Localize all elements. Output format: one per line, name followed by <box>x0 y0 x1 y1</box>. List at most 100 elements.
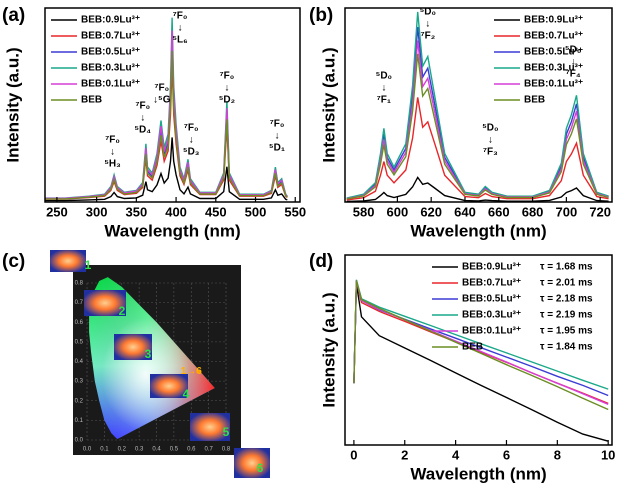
x-axis-title: Wavelength (nm) <box>104 221 240 240</box>
x-tick-label: 0 <box>350 447 357 462</box>
sample-photo <box>50 250 86 272</box>
legend-note: τ = 2.18 ms <box>540 294 593 305</box>
sample-label: 1 <box>85 258 92 272</box>
legend-label: BEB:0.5Lu³⁺ <box>81 47 140 58</box>
x-tick-label: 0.1 <box>100 447 109 453</box>
x-tick-label: 0.7 <box>204 447 213 453</box>
y-tick-label: 0.8 <box>75 281 84 287</box>
annotation: ⁷F₀ <box>135 101 150 112</box>
legend-label: BEB <box>524 95 545 106</box>
y-tick-label: 0.0 <box>75 438 84 444</box>
annotation: ↓ <box>274 131 279 142</box>
x-tick-label: 680 <box>522 204 544 219</box>
y-tick-label: 0.2 <box>75 398 84 404</box>
x-tick-label: 660 <box>488 204 510 219</box>
annotation: ⁵D₀ <box>376 71 392 82</box>
x-tick-label: 400 <box>165 204 187 219</box>
legend-label: BEB:0.5Lu³⁺ <box>524 47 583 58</box>
x-tick-label: 450 <box>205 204 227 219</box>
x-tick-label: 720 <box>589 204 611 219</box>
x-tick-label: 580 <box>353 204 375 219</box>
annotation: ⁵D₃ <box>183 147 200 158</box>
legend-label: BEB:0.9Lu³⁺ <box>462 262 521 273</box>
sample-photo <box>190 413 230 441</box>
legend-label: BEB:0.7Lu³⁺ <box>81 31 140 42</box>
series-line <box>346 40 609 200</box>
series-line <box>45 137 288 202</box>
x-tick-label: 500 <box>245 204 267 219</box>
legend-label: BEB:0.3Lu³⁺ <box>81 63 140 74</box>
series-line <box>346 97 609 201</box>
x-tick-label: 8 <box>554 447 561 462</box>
sample-label: 3 <box>145 347 152 361</box>
annotation: ⁷F₂ <box>420 31 435 42</box>
x-tick-label: 250 <box>46 204 68 219</box>
series-line <box>346 11 609 199</box>
legend-label: BEB <box>462 342 483 353</box>
y-axis-title: Intensity (a.u.) <box>319 292 338 407</box>
cie-point <box>196 369 201 374</box>
x-tick-label: 0.4 <box>152 447 161 453</box>
annotation: ⁷F₄ <box>566 69 581 80</box>
annotation: ⁷F₀ <box>220 71 235 82</box>
annotation: ↓ <box>425 19 430 30</box>
legend-label: BEB:0.9Lu³⁺ <box>81 15 140 26</box>
annotation: ↓⁵G <box>153 95 171 106</box>
y-tick-label: 0.1 <box>75 418 84 424</box>
annotation: ↓ <box>178 23 183 34</box>
legend-label: BEB <box>81 95 102 106</box>
plot-frame <box>344 254 613 446</box>
series-line <box>346 53 609 200</box>
series-line <box>45 50 288 200</box>
y-tick-label: 0.6 <box>75 320 84 326</box>
legend-label: BEB:0.9Lu³⁺ <box>524 15 583 26</box>
series-line <box>353 280 609 405</box>
sample-photo <box>234 448 270 478</box>
annotation: ⁵D₄ <box>134 125 151 136</box>
annotation: ⁵L₆ <box>172 35 187 46</box>
annotation: ⁵H₃ <box>104 159 121 170</box>
legend-label: BEB:0.1Lu³⁺ <box>524 79 583 90</box>
series-line <box>353 283 609 442</box>
x-tick-label: 4 <box>452 447 460 462</box>
sample-photo <box>114 334 152 360</box>
x-tick-label: 300 <box>86 204 108 219</box>
annotation: ↓ <box>189 135 194 146</box>
x-tick-label: 620 <box>420 204 442 219</box>
sample-photo <box>84 290 126 316</box>
annotation: ⁷F₃ <box>483 147 498 158</box>
x-tick-label: 0.0 <box>83 447 92 453</box>
plot-frame <box>44 7 301 203</box>
annotation: ⁷F₀ <box>154 83 169 94</box>
sample-photo <box>150 374 188 398</box>
x-tick-label: 640 <box>454 204 476 219</box>
y-tick-label: 0.4 <box>75 359 84 365</box>
legend-label: BEB:0.1Lu³⁺ <box>81 79 140 90</box>
panel-label: (d) <box>309 251 333 272</box>
x-tick-label: 10 <box>601 447 615 462</box>
legend-note: τ = 1.84 ms <box>540 342 593 353</box>
legend-label: BEB:0.5Lu³⁺ <box>462 294 521 305</box>
annotation: ↓ <box>381 83 386 94</box>
x-tick-label: 0.3 <box>135 447 144 453</box>
annotation: ⁷F₁ <box>377 95 391 106</box>
y-tick-label: 0.7 <box>75 300 84 306</box>
legend-label: BEB:0.7Lu³⁺ <box>524 31 583 42</box>
plot-frame <box>344 7 613 203</box>
series-line <box>45 30 288 199</box>
x-tick-label: 550 <box>284 204 306 219</box>
x-tick-label: 350 <box>126 204 148 219</box>
annotation: ⁵D₀ <box>420 7 436 18</box>
annotation: ⁵D₀ <box>565 45 581 56</box>
x-tick-label: 2 <box>401 447 408 462</box>
annotation: ⁷F₀ <box>173 11 188 22</box>
sample-label: 2 <box>119 304 126 318</box>
x-tick-label: 700 <box>556 204 578 219</box>
panel-label: (a) <box>2 5 25 26</box>
legend-label: BEB:0.7Lu³⁺ <box>462 278 521 289</box>
x-tick-label: 6 <box>503 447 510 462</box>
series-line <box>346 176 609 202</box>
series-line <box>353 280 609 411</box>
x-tick-label: 0.5 <box>170 447 179 453</box>
